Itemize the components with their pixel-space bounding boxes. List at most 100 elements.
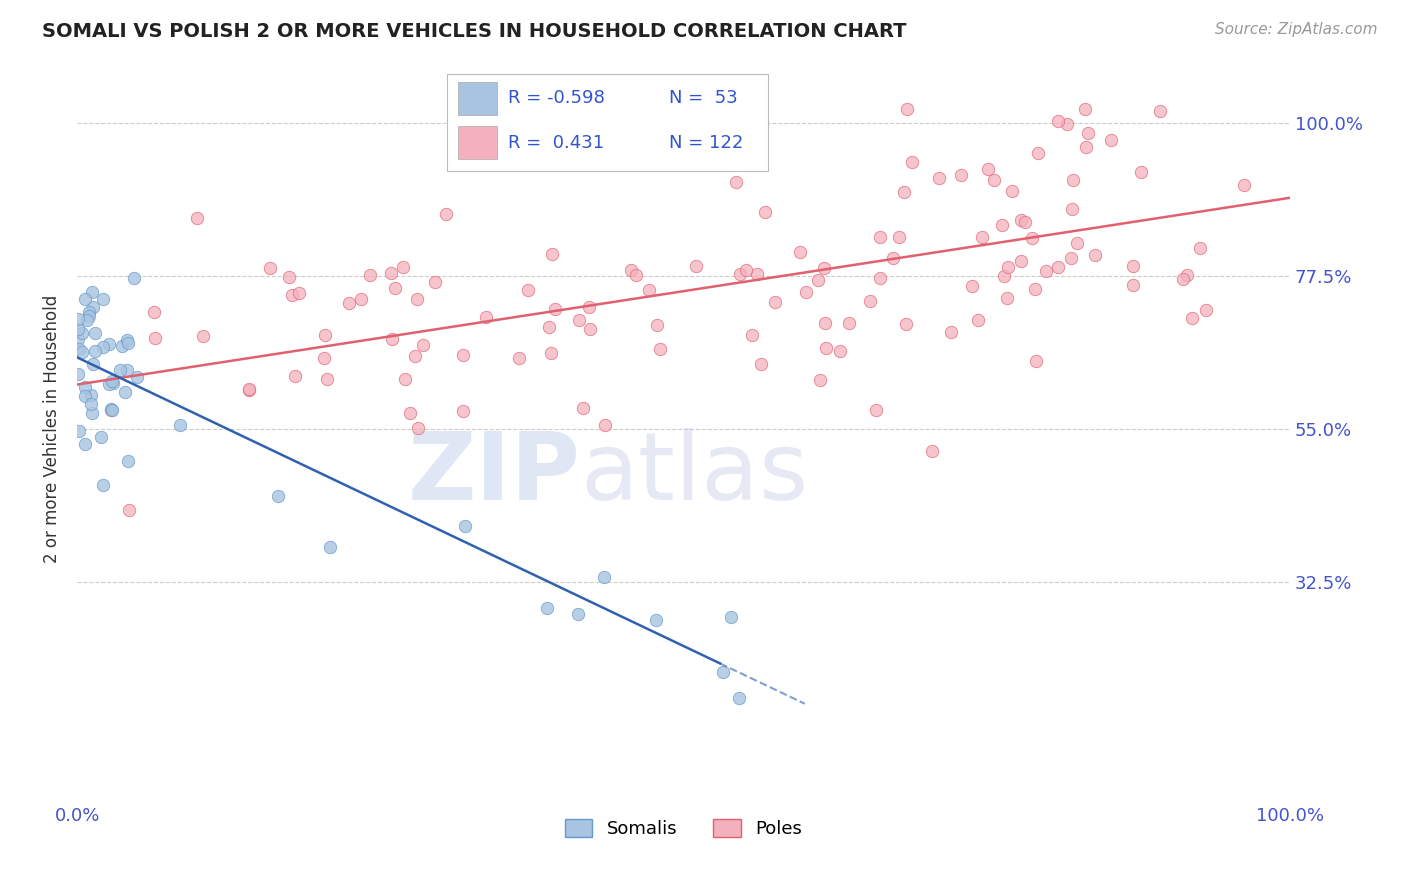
Legend: Somalis, Poles: Somalis, Poles [558, 812, 808, 846]
Point [1188, 241, 1211, 255]
Point [66, 312, 89, 326]
Point [808, 373, 831, 387]
Point [869, 230, 891, 244]
Point [434, 207, 457, 221]
Point [578, 300, 600, 314]
Point [813, 260, 835, 275]
Point [896, 317, 918, 331]
Point [807, 273, 830, 287]
Point [544, 302, 567, 317]
Point [865, 403, 887, 417]
Point [474, 310, 496, 324]
Point [75, 437, 97, 451]
Point [887, 229, 910, 244]
Point [186, 211, 208, 226]
Point [1084, 248, 1107, 262]
Point [66, 368, 89, 382]
Point [70, 326, 93, 340]
Point [1062, 173, 1084, 187]
Point [794, 285, 817, 300]
Point [814, 341, 837, 355]
Point [319, 540, 342, 554]
Point [83, 326, 105, 340]
Point [67, 322, 90, 336]
Y-axis label: 2 or more Vehicles in Household: 2 or more Vehicles in Household [44, 294, 60, 563]
Point [789, 244, 811, 259]
Point [1060, 202, 1083, 216]
Point [454, 518, 477, 533]
Point [593, 570, 616, 584]
Point [1024, 282, 1046, 296]
Point [1099, 133, 1122, 147]
Point [408, 421, 430, 435]
Point [1059, 251, 1081, 265]
Point [100, 402, 122, 417]
Point [392, 260, 415, 274]
Point [858, 293, 880, 308]
Point [350, 292, 373, 306]
Point [593, 417, 616, 432]
Point [1014, 215, 1036, 229]
Point [451, 404, 474, 418]
Point [1074, 103, 1097, 117]
Point [280, 288, 302, 302]
Point [536, 601, 558, 615]
Point [101, 374, 124, 388]
Point [82, 357, 104, 371]
Point [314, 327, 336, 342]
Point [114, 385, 136, 400]
Point [1181, 311, 1204, 326]
Point [537, 320, 560, 334]
Point [941, 325, 963, 339]
Point [67, 424, 90, 438]
Point [316, 371, 339, 385]
Text: Source: ZipAtlas.com: Source: ZipAtlas.com [1215, 22, 1378, 37]
Point [278, 269, 301, 284]
Point [1066, 235, 1088, 250]
Point [814, 316, 837, 330]
Point [727, 690, 749, 705]
Point [720, 610, 742, 624]
Point [648, 342, 671, 356]
Point [896, 103, 918, 117]
Point [1233, 178, 1256, 193]
Text: N = 122: N = 122 [669, 134, 744, 152]
Point [1001, 184, 1024, 198]
Point [893, 185, 915, 199]
Point [267, 489, 290, 503]
Point [359, 268, 381, 282]
Point [1149, 103, 1171, 118]
Point [567, 607, 589, 622]
Point [568, 313, 591, 327]
Point [579, 321, 602, 335]
Point [966, 312, 988, 326]
Point [763, 294, 786, 309]
Point [1025, 354, 1047, 368]
Point [645, 613, 668, 627]
Point [423, 276, 446, 290]
Point [288, 286, 311, 301]
Point [1122, 259, 1144, 273]
Point [950, 168, 973, 182]
Point [1026, 145, 1049, 160]
Point [1175, 268, 1198, 283]
Point [91, 340, 114, 354]
Point [122, 270, 145, 285]
Point [1077, 126, 1099, 140]
Point [921, 443, 943, 458]
Point [117, 363, 139, 377]
Point [80, 397, 103, 411]
Point [91, 477, 114, 491]
Text: SOMALI VS POLISH 2 OR MORE VEHICLES IN HOUSEHOLD CORRELATION CHART: SOMALI VS POLISH 2 OR MORE VEHICLES IN H… [42, 22, 907, 41]
Point [97, 336, 120, 351]
Point [711, 665, 734, 679]
Point [404, 349, 426, 363]
Point [869, 270, 891, 285]
FancyBboxPatch shape [458, 82, 496, 115]
Point [724, 176, 747, 190]
Point [995, 291, 1018, 305]
Point [1010, 254, 1032, 268]
Point [991, 219, 1014, 233]
Point [1129, 164, 1152, 178]
Point [284, 369, 307, 384]
